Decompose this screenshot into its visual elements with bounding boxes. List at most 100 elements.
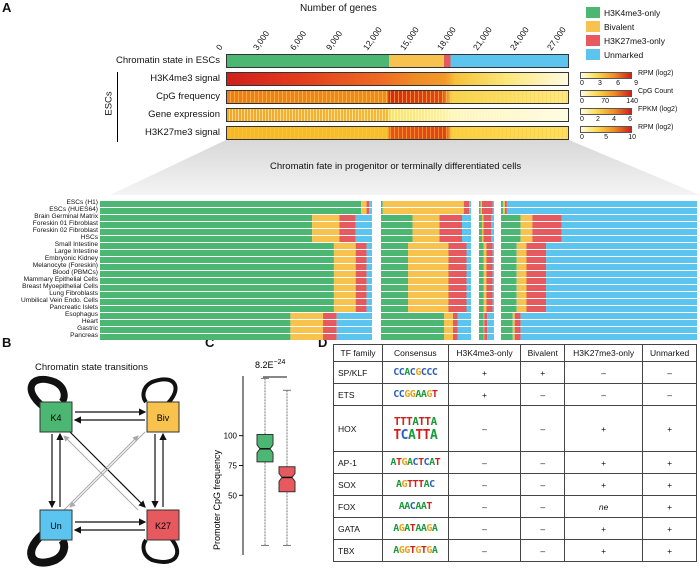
node-un-label: Un [50,521,62,531]
fate-bar-segment [408,243,449,249]
fate-bar-segment [366,250,372,256]
node-biv [146,401,180,433]
fate-bar-segment [355,250,367,256]
fate-bar-segment [408,292,449,298]
fate-bar-segment [520,215,533,221]
fate-bar-segment [355,236,372,242]
fate-bar-segment [355,215,372,221]
tf-consensus: ATGACTCAT [382,451,449,474]
fate-bar-segment [520,327,697,333]
fate-bar-segment [492,278,494,284]
cell-type-label: Melanocyte (Foreskin) [32,262,98,269]
fate-bar-segment [482,215,484,221]
fate-bar-segment [381,313,444,319]
cell-type-label: Pancreas [70,332,98,339]
fate-bar-segment [361,208,367,214]
fate-bar-segment [333,243,356,249]
fate-bar-segment [100,201,362,207]
tf-cell-k4: + [447,361,522,384]
tf-cell-k27: + [564,539,644,562]
row-label-cpg: CpG frequency [156,91,220,102]
fate-bar-segment [483,285,487,291]
fate-bar-segment [483,271,487,277]
fate-bar-segment [336,334,372,340]
fate-bar-segment [516,264,527,270]
fate-bar-segment [100,271,334,277]
fate-bar-segment [462,229,471,235]
fate-bar-segment [448,243,467,249]
fate-bar-segment [479,222,482,228]
fate-bar-segment [479,271,484,277]
fate-bar-segment [408,278,449,284]
header-consensus: Consensus [382,344,449,362]
h3k4me3-heatmap [226,72,569,86]
fate-bar-segment [479,264,484,270]
fate-bar-segment [526,306,547,312]
fate-bar-segment [512,334,515,340]
fate-bar-segment [491,229,494,235]
fate-bar-segment [412,222,440,228]
fate-bar-segment [100,243,334,249]
fate-bar-segment [333,285,356,291]
legend-item: H3K27me3-only [586,35,665,46]
tf-family: TBX [332,539,384,562]
fate-bar-segment [100,299,334,305]
tf-cell-biv: – [520,383,566,406]
fate-bar-segment [532,236,562,242]
fate-bar-segment [479,208,481,214]
fate-bar-segment [479,320,484,326]
fate-bar-segment [463,208,470,214]
scale-h3k27-ticks: 0 5 10 [580,134,636,141]
fate-bar-segment [483,278,487,284]
fate-bar-segment [479,201,481,207]
tf-family: SOX [332,473,384,496]
tf-cell-un: + [642,451,697,474]
fate-bar-segment [482,201,493,207]
fate-bar-segment [520,222,533,228]
fate-bar-segment [486,285,493,291]
fate-bar-segment [512,313,515,319]
tf-cell-k4: – [447,473,522,496]
fate-bar-segment [444,320,453,326]
fate-bar-segment [312,229,340,235]
fate-bar-segment [381,257,408,263]
fate-bar-segment [381,320,444,326]
cell-type-labels: ESCs (H1) ESCs (HUES64) Brain Germinal Mat… [0,199,98,360]
fate-bar-segment [520,229,533,235]
fate-bar-segment [501,215,521,221]
tf-cell-un: + [642,495,697,518]
fate-bar-segment [323,334,337,340]
fate-bar-segment [479,250,484,256]
fate-bar-segment [487,313,494,319]
row-label-h3k4: H3K4me3 signal [150,73,220,84]
tf-cell-k27: – [564,361,644,384]
fate-bar-segment [483,313,485,319]
fate-bar-segment [448,257,467,263]
fate-bar-segment [483,327,485,333]
fate-bar-segment [546,285,697,291]
fate-bar-segment [366,257,372,263]
fate-bar-segment [526,271,547,277]
fate-bar-segment [439,215,462,221]
edge-biv-un [69,431,146,508]
cell-type-label: Mammary Epithelial Cells [23,276,98,283]
tf-cell-un: + [642,405,697,452]
fate-bar-segment [355,285,367,291]
scale-h3k4-unit: RPM (log2) [638,70,674,77]
fate-bar-segment [520,334,697,340]
fate-bar-segment [501,243,517,249]
motif-logo: CCACGCCC [393,367,438,378]
fate-bar-segment [483,299,487,305]
fate-bar-segment [479,334,484,340]
scale-expr-unit: FPKM (log2) [638,106,678,113]
cell-type-label: Embryonic Kidney [44,255,98,262]
cell-type-label: ESCs (H1) [66,199,98,206]
fate-bar-segment [448,292,467,298]
fate-bar-segment [514,327,521,333]
fate-bar-segment [100,292,334,298]
fate-bar-segment [479,292,484,298]
fate-bar-segment [312,236,340,242]
fate-bar-segment [516,271,527,277]
